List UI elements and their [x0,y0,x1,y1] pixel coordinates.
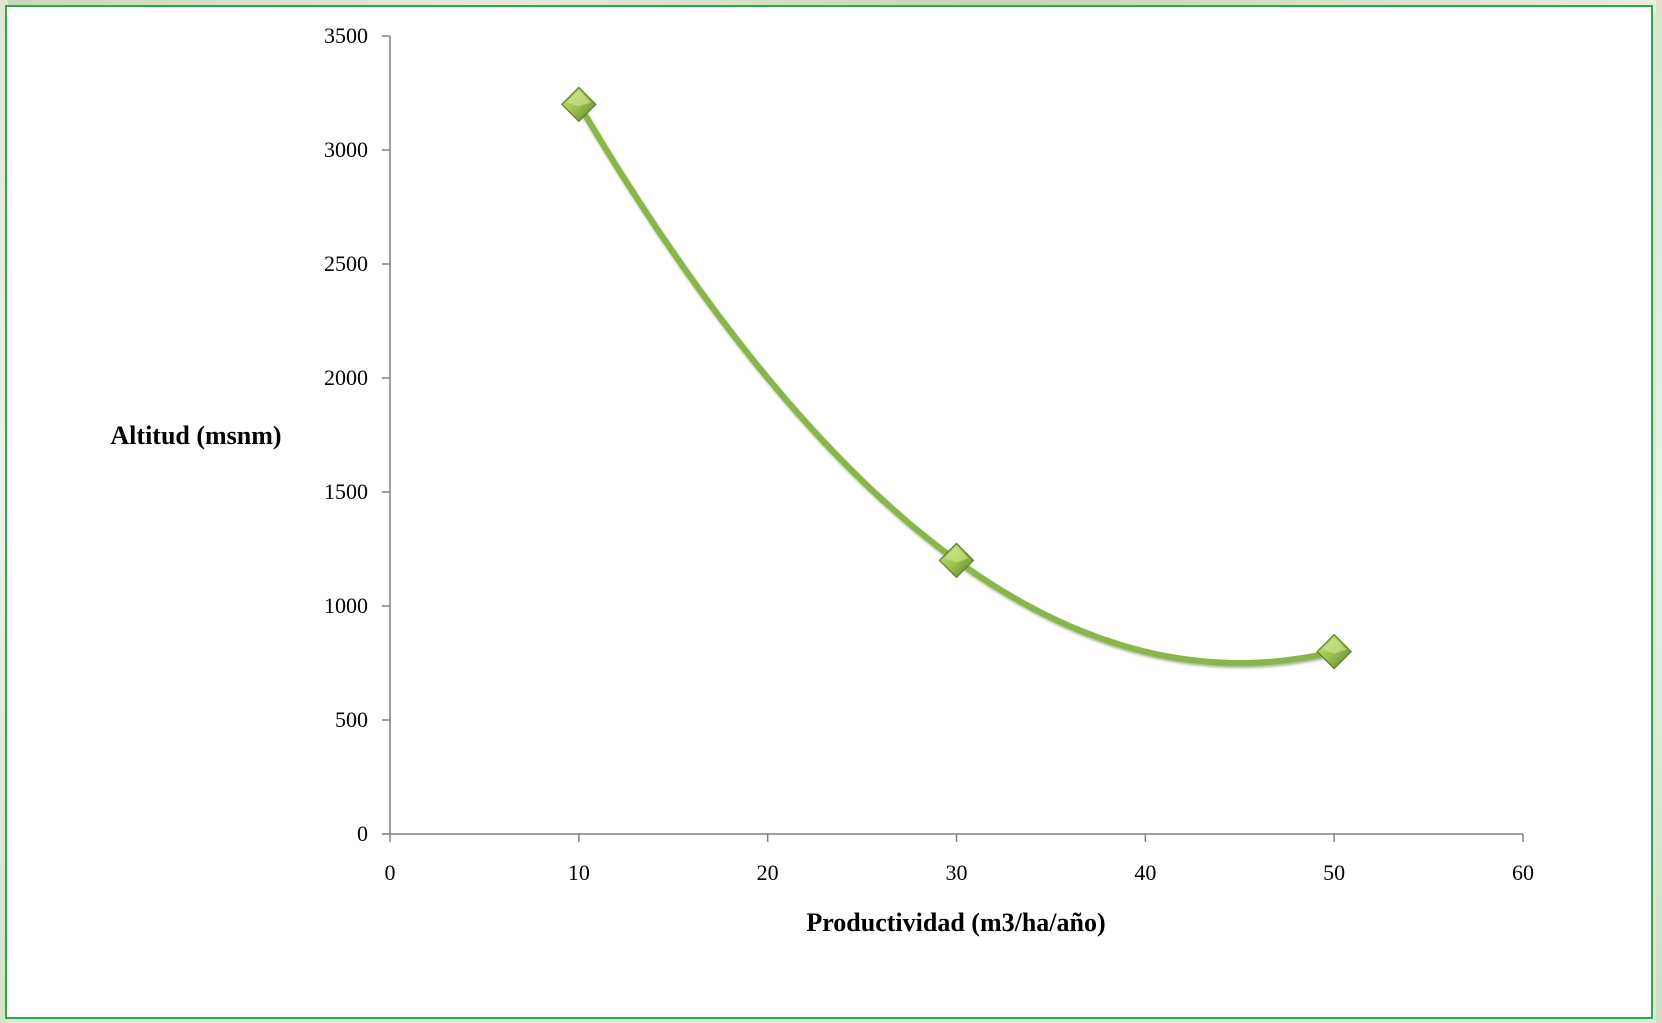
y-tick-label: 1500 [324,479,368,504]
y-tick-label: 2500 [324,251,368,276]
background-decoration-right [1656,0,1662,1023]
x-tick-label: 40 [1134,860,1156,885]
x-tick-label: 50 [1323,860,1345,885]
labels-group: Altitud (msnm) Productividad (m3/ha/año)… [110,23,1534,937]
y-tick-label: 3000 [324,137,368,162]
data-point-marker [560,86,597,123]
x-tick-label: 0 [385,860,396,885]
y-tick-label: 500 [335,707,368,732]
y-tick-label: 0 [357,821,368,846]
x-tick-label: 30 [946,860,968,885]
diamond-marker-highlight [944,546,969,563]
data-point-marker [938,542,975,579]
background-decoration-left [0,0,8,1023]
x-tick-label: 60 [1512,860,1534,885]
series-group [560,86,1353,670]
data-point-marker [1316,633,1353,670]
scatter-chart: Altitud (msnm) Productividad (m3/ha/año)… [110,23,1534,937]
y-axis-title: Altitud (msnm) [110,421,281,450]
x-tick-label: 20 [757,860,779,885]
diamond-marker-highlight [1322,637,1347,654]
axes [382,35,1524,842]
diamond-marker-highlight [566,90,591,107]
series-line [575,101,1338,666]
y-tick-label: 3500 [324,23,368,48]
y-tick-label: 2000 [324,365,368,390]
x-axis-title: Productividad (m3/ha/año) [806,908,1105,937]
x-tick-label: 10 [568,860,590,885]
y-tick-label: 1000 [324,593,368,618]
chart-frame: Altitud (msnm) Productividad (m3/ha/año)… [5,5,1653,1019]
